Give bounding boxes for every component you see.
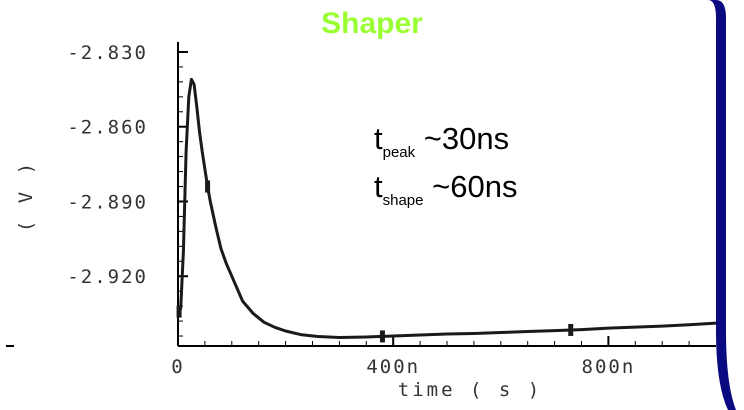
annotations: tpeak ~30ns tshape ~60ns bbox=[374, 121, 517, 209]
y-tick-label: -2.830 bbox=[67, 42, 148, 64]
annotation-text: tshape ~60ns bbox=[374, 169, 517, 209]
x-tick-label: 800n bbox=[582, 356, 636, 378]
annotation-text: tpeak ~30ns bbox=[374, 121, 509, 161]
y-tick-label: -2.920 bbox=[67, 266, 148, 288]
x-axis-label: time ( s ) bbox=[398, 379, 542, 401]
x-tick-label: 0 bbox=[171, 356, 184, 378]
series-marker bbox=[568, 323, 574, 336]
series-marker bbox=[176, 305, 182, 318]
series-marker bbox=[379, 330, 385, 343]
chart-title: Shaper bbox=[321, 7, 423, 40]
series-line bbox=[176, 77, 717, 339]
series-marker bbox=[205, 180, 211, 193]
decorative-blue-bracket bbox=[708, 0, 736, 410]
y-tick-label: -2.860 bbox=[67, 117, 148, 139]
y-ticks: -2.830 -2.860 -2.890 -2.920 bbox=[67, 42, 188, 288]
x-ticks: 0 400n 800n bbox=[171, 336, 636, 378]
series-layer bbox=[176, 77, 717, 343]
y-axis-label: ( V ) bbox=[15, 160, 37, 232]
y-tick-label: -2.890 bbox=[67, 191, 148, 213]
x-tick-label: 400n bbox=[366, 356, 420, 378]
